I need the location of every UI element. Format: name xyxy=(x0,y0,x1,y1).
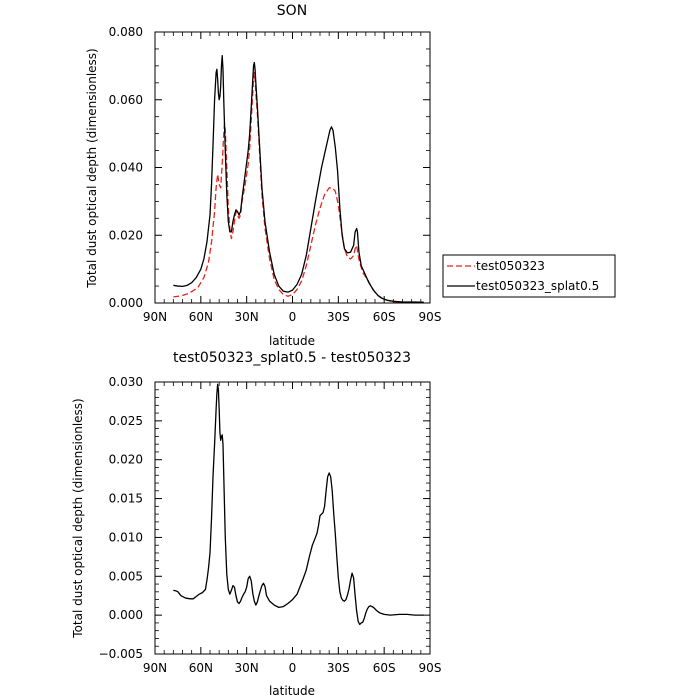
top-panel-x-tick-label: 30N xyxy=(235,310,259,324)
top-panel-x-tick-label: 90S xyxy=(419,310,442,324)
bottom-panel-x-tick-label: 60N xyxy=(189,661,213,675)
bottom-panel-x-tick-label: 30N xyxy=(235,661,259,675)
bottom-panel-x-tick-label: 90N xyxy=(143,661,167,675)
bottom-panel-x-tick-label: 30S xyxy=(327,661,350,675)
top-panel-x-tick-label: 60N xyxy=(189,310,213,324)
top-panel-y-axis-label: Total dust optical depth (dimensionless) xyxy=(85,48,99,288)
bottom-panel-y-tick-label: 0.015 xyxy=(109,492,143,506)
top-panel-frame xyxy=(154,31,431,304)
bottom-panel-ticks: 90N 60N 30N 0 30S 60S 90S −0.005 0.000 0.005 0.010… xyxy=(99,375,442,675)
legend: test050323 test050323_splat0.5 xyxy=(442,254,616,298)
bottom-panel-y-tick-label: −0.005 xyxy=(99,647,143,661)
bottom-panel-frame xyxy=(154,381,431,655)
legend-label-test050323-splat0-5: test050323_splat0.5 xyxy=(476,279,599,293)
bottom-panel-y-tick-label: 0.010 xyxy=(109,530,143,544)
top-panel-y-tick-label: 0.080 xyxy=(109,25,143,39)
bottom-panel-series-line-0 xyxy=(173,383,424,626)
top-panel-ticks: 90N 60N 30N 0 30S 60S 90S 0.000 0.020 0.040 0.060 0… xyxy=(109,25,442,324)
legend-box xyxy=(442,254,616,298)
top-panel-x-tick-label: 90N xyxy=(143,310,167,324)
bottom-panel-title: test050323_splat0.5 - test050323 xyxy=(173,350,411,366)
top-panel-series xyxy=(173,55,424,304)
top-panel-x-tick-label: 60S xyxy=(373,310,396,324)
top-panel-y-tick-label: 0.000 xyxy=(109,296,143,310)
bottom-panel-y-tick-label: 0.000 xyxy=(109,608,143,622)
bottom-panel-y-tick-label: 0.025 xyxy=(109,414,143,428)
legend-label-test050323: test050323 xyxy=(476,259,545,273)
top-panel-y-tick-label: 0.060 xyxy=(109,93,143,107)
top-panel-x-tick-label: 0 xyxy=(289,310,297,324)
top-panel-series-line-1 xyxy=(173,55,424,303)
top-panel: SON 90N 60N 30N 0 30S 60S 90S 0.000 0.020 0.040 0.… xyxy=(85,3,441,348)
top-panel-x-tick-label: 30S xyxy=(327,310,350,324)
top-panel-y-tick-label: 0.020 xyxy=(109,228,143,242)
bottom-panel-x-tick-label: 0 xyxy=(289,661,297,675)
bottom-panel-y-tick-label: 0.020 xyxy=(109,453,143,467)
bottom-panel-x-tick-label: 60S xyxy=(373,661,396,675)
bottom-panel-y-tick-label: 0.005 xyxy=(109,569,143,583)
top-panel-x-axis-label: latitude xyxy=(269,334,315,348)
bottom-panel-x-tick-label: 90S xyxy=(419,661,442,675)
bottom-panel: test050323_splat0.5 - test050323 90N 60N 3… xyxy=(71,350,441,698)
top-panel-y-tick-label: 0.040 xyxy=(109,161,143,175)
bottom-panel-x-axis-label: latitude xyxy=(269,684,315,698)
bottom-panel-y-tick-label: 0.030 xyxy=(109,375,143,389)
bottom-panel-y-axis-label: Total dust optical depth (dimensionless) xyxy=(71,398,85,638)
bottom-panel-series xyxy=(173,383,424,626)
top-panel-title: SON xyxy=(277,3,307,19)
